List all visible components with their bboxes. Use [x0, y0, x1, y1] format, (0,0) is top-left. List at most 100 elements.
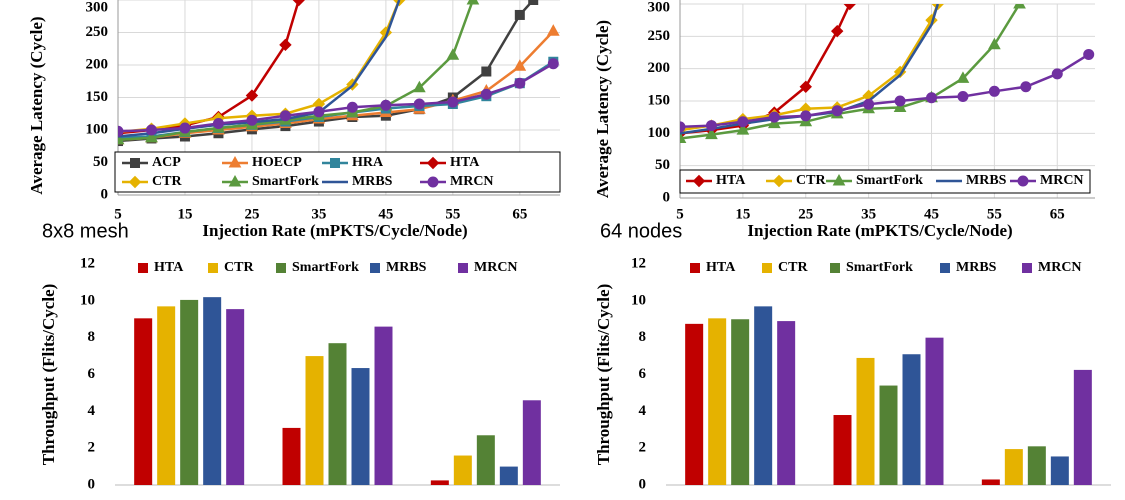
marker [118, 125, 124, 137]
legend-label: HTA [154, 260, 184, 275]
bar [981, 479, 1000, 485]
legend-label: SmartFork [292, 260, 359, 275]
bar [157, 306, 176, 485]
x-tick-label: 35 [311, 206, 326, 222]
series-line [680, 4, 939, 132]
y-tick-label: 250 [648, 28, 671, 44]
legend-label: CTR [152, 174, 182, 189]
y-tick-label: 50 [93, 154, 108, 170]
marker [894, 95, 906, 107]
marker [179, 122, 191, 134]
series-line [118, 62, 554, 133]
bar [453, 455, 472, 485]
x-tick-label: 25 [244, 206, 259, 222]
bar [1004, 449, 1023, 485]
legend-swatch [138, 263, 148, 273]
marker [546, 24, 560, 36]
bar [1027, 446, 1046, 485]
marker [466, 0, 480, 5]
marker [528, 0, 539, 5]
marker [279, 110, 291, 122]
x-tick-label: 55 [445, 206, 460, 222]
legend-swatch [1022, 263, 1032, 273]
legend-swatch [830, 263, 840, 273]
bar [522, 400, 541, 485]
bar [1073, 369, 1092, 485]
marker [330, 158, 340, 168]
legend-label: MRCN [1040, 173, 1084, 188]
marker [413, 80, 426, 93]
legend-label: SmartFork [856, 173, 923, 188]
legend-label: MRBS [352, 174, 393, 189]
bar [879, 385, 898, 485]
legend-label: MRCN [450, 174, 494, 189]
legend-swatch [762, 263, 772, 273]
y-tick-label: 4 [88, 403, 96, 419]
marker [279, 38, 292, 52]
y-axis-label: Average Latency (Cycle) [593, 20, 612, 198]
marker [1051, 68, 1063, 80]
legend-label: MRBS [386, 260, 427, 275]
marker [292, 0, 306, 7]
x-tick-label: 45 [378, 206, 393, 222]
legend-label: HOECP [252, 155, 302, 170]
legend-label: MRBS [966, 173, 1007, 188]
bar [476, 435, 495, 485]
marker [830, 24, 844, 38]
x-axis-label: Injection Rate (mPKTS/Cycle/Node) [747, 221, 1012, 240]
x-tick-label: 15 [177, 206, 192, 222]
legend-label: MRBS [956, 260, 997, 275]
marker [736, 123, 750, 135]
y-axis-label: Throughput (Flits/Cycle) [594, 284, 613, 466]
x-tick-label: 45 [924, 206, 939, 222]
marker [988, 85, 1000, 97]
marker [1017, 175, 1029, 187]
marker [926, 92, 938, 104]
marker [447, 96, 459, 108]
marker [145, 130, 158, 143]
bar [1050, 456, 1069, 485]
x-tick-label: 35 [861, 206, 876, 222]
y-tick-label: 300 [86, 0, 109, 15]
y-axis-label: Average Latency (Cycle) [27, 16, 46, 194]
y-tick-label: 6 [639, 366, 647, 382]
series-line [118, 30, 555, 141]
y-tick-label: 0 [663, 189, 671, 205]
marker [246, 114, 258, 126]
y-tick-label: 10 [80, 292, 95, 308]
marker [513, 59, 527, 71]
legend-label: MRCN [1038, 260, 1082, 275]
x-tick-label: 65 [512, 206, 527, 222]
legend-label: HTA [450, 155, 480, 170]
series-line [118, 0, 475, 141]
marker [768, 111, 780, 123]
annotation: 8x8 mesh [42, 220, 129, 242]
marker [843, 4, 856, 11]
series-line [680, 4, 1021, 140]
marker [800, 110, 812, 122]
y-tick-label: 8 [639, 329, 647, 345]
marker [957, 90, 969, 102]
marker [1020, 81, 1032, 93]
y-tick-label: 0 [639, 476, 647, 492]
plot [680, 4, 1095, 144]
legend-swatch [208, 263, 218, 273]
y-axis-label: Throughput (Flits/Cycle) [39, 284, 58, 466]
y-tick-label: 50 [655, 157, 670, 173]
bar [833, 415, 852, 485]
marker [692, 174, 706, 188]
bar [226, 309, 245, 485]
marker [1083, 48, 1095, 60]
bar [708, 318, 727, 485]
marker [413, 98, 425, 110]
bar [134, 318, 153, 485]
bar [902, 354, 921, 485]
marker [481, 66, 492, 77]
marker [228, 155, 242, 168]
legend-label: HTA [716, 173, 746, 188]
y-tick-label: 100 [86, 121, 109, 137]
legend-label: SmartFork [846, 260, 913, 275]
marker [130, 158, 140, 168]
x-tick-label: 55 [987, 206, 1002, 222]
